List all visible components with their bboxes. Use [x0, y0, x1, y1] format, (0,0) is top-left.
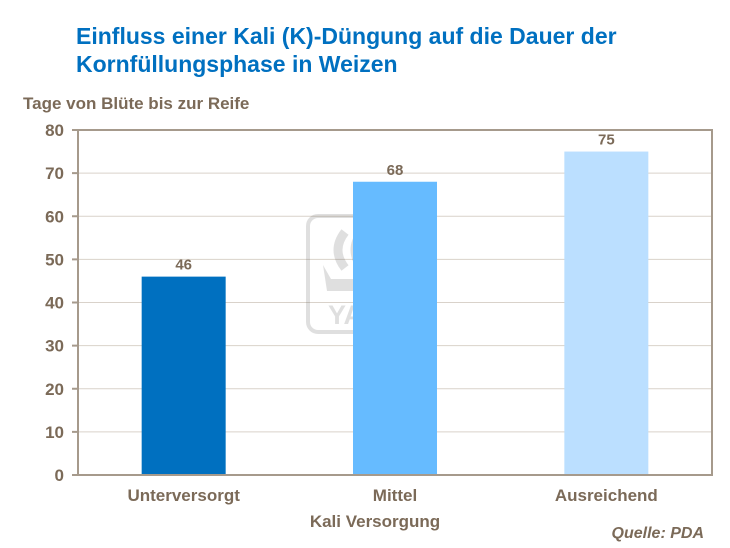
- y-ticks: 0 10 20 30 40 50 60 70 80: [45, 121, 78, 485]
- x-axis-label: Kali Versorgung: [309, 512, 441, 531]
- x-tick-label: Ausreichend: [555, 486, 658, 505]
- y-tick-label: 20: [45, 380, 64, 399]
- y-tick-label: 0: [55, 466, 64, 485]
- data-label: 75: [598, 132, 615, 149]
- source-note: Quelle: PDA: [611, 525, 704, 542]
- y-axis-label: Tage von Blüte bis zur Reife: [23, 94, 250, 113]
- y-tick-label: 30: [45, 337, 64, 356]
- y-tick-label: 40: [45, 294, 64, 313]
- y-tick-label: 70: [45, 164, 64, 183]
- x-tick-label: Unterversorgt: [127, 486, 240, 505]
- data-label: 68: [387, 162, 404, 179]
- bar-unterversorgt: [141, 276, 226, 475]
- y-tick-label: 50: [45, 250, 64, 269]
- x-ticks: Unterversorgt Mittel Ausreichend: [127, 486, 657, 505]
- y-tick-label: 60: [45, 207, 64, 226]
- chart-title: Einfluss einer Kali (K)-Düngung auf die …: [76, 22, 617, 78]
- bar-mittel: [353, 181, 437, 475]
- title-line-1: Einfluss einer Kali (K)-Düngung auf die …: [76, 23, 617, 49]
- bars: 46 68 75: [141, 132, 649, 475]
- bar-ausreichend: [564, 151, 649, 475]
- y-tick-label: 80: [45, 121, 64, 140]
- x-tick-label: Mittel: [373, 486, 417, 505]
- data-label: 46: [175, 257, 192, 274]
- y-tick-label: 10: [45, 423, 64, 442]
- title-line-2: Kornfüllungsphase in Weizen: [76, 51, 398, 77]
